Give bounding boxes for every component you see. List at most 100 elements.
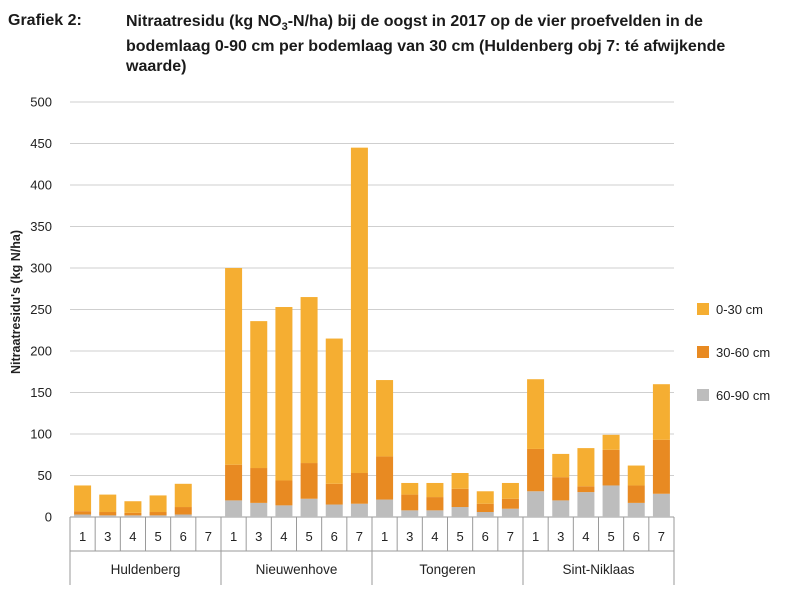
bar-segment: [275, 307, 293, 481]
group-label: Huldenberg: [111, 562, 181, 577]
bar-segment: [325, 504, 343, 517]
y-tick-label: 200: [30, 344, 52, 359]
bar-segment: [225, 268, 243, 465]
bar-segment: [602, 434, 620, 450]
x-tick-label: 4: [431, 529, 438, 544]
chart-title-part2: -N/ha) bij de oogst in 2017 op de vier p…: [126, 13, 726, 76]
bar-segment: [451, 473, 469, 489]
y-tick-label: 400: [30, 178, 52, 193]
y-axis-ticks: 0 50 100 150 200 250 300 350 400 450 500: [30, 95, 52, 525]
y-tick-label: 100: [30, 427, 52, 442]
bar-segment: [401, 510, 419, 517]
y-tick-label: 50: [38, 468, 52, 483]
bar-segment: [174, 514, 192, 517]
bar-segment: [300, 463, 318, 499]
bar-segment: [577, 486, 595, 493]
bar-segment: [350, 503, 368, 517]
group-label: Tongeren: [419, 562, 475, 577]
bar-segment: [577, 492, 595, 517]
bar-segment: [476, 503, 494, 513]
bar-segment: [225, 500, 243, 517]
bar-segment: [174, 507, 192, 515]
bar-segment: [124, 501, 142, 513]
x-tick-label: 6: [331, 529, 338, 544]
bar-segment: [501, 482, 519, 499]
x-tick-label: 1: [79, 529, 86, 544]
y-tick-label: 500: [30, 95, 52, 110]
bar-segment: [426, 497, 444, 511]
y-tick-label: 350: [30, 219, 52, 234]
x-tick-label: 1: [230, 529, 237, 544]
bar-segment: [149, 495, 167, 513]
legend-swatch: [697, 389, 709, 401]
legend-label: 30-60 cm: [716, 345, 770, 360]
x-tick-label: 6: [633, 529, 640, 544]
x-tick-label: 7: [658, 529, 665, 544]
x-tick-label: 5: [456, 529, 463, 544]
x-tick-label: 5: [305, 529, 312, 544]
bar-segment: [350, 147, 368, 474]
x-tick-label: 6: [482, 529, 489, 544]
legend-swatch: [697, 303, 709, 315]
bar-segment: [627, 485, 645, 503]
y-tick-label: 450: [30, 136, 52, 151]
legend-label: 60-90 cm: [716, 388, 770, 403]
bar-segment: [552, 453, 570, 478]
bar-segment: [652, 384, 670, 440]
bar-segment: [250, 502, 268, 517]
bar-segment: [376, 499, 394, 517]
x-tick-label: 4: [582, 529, 589, 544]
bar-segment: [376, 456, 394, 500]
bar-segment: [602, 485, 620, 517]
x-tick-label: 4: [280, 529, 287, 544]
x-tick-label: 5: [154, 529, 161, 544]
y-tick-label: 0: [45, 510, 52, 525]
bar-segment: [250, 321, 268, 469]
bar-segment: [401, 482, 419, 495]
x-tick-label: 7: [205, 529, 212, 544]
x-tick-label: 3: [255, 529, 262, 544]
bar-segment: [627, 465, 645, 486]
bar-segment: [99, 515, 117, 517]
bar-segment: [552, 500, 570, 517]
bar-segment: [275, 505, 293, 517]
bar-segment: [652, 439, 670, 494]
bar-segment: [99, 512, 117, 516]
bar-segment: [501, 498, 519, 509]
chart-header: Grafiek 2: Nitraatresidu (kg NO3-N/ha) b…: [0, 6, 800, 90]
bar-segment: [527, 448, 545, 492]
bar-segment: [426, 482, 444, 498]
bar-segment: [552, 477, 570, 501]
bar-segment: [74, 514, 92, 517]
x-tick-label: 7: [507, 529, 514, 544]
bar-segment: [300, 498, 318, 517]
bar-segment: [376, 380, 394, 457]
group-label: Sint-Niklaas: [562, 562, 634, 577]
figure-label: Grafiek 2:: [8, 12, 82, 29]
bar-segment: [149, 512, 167, 516]
x-tick-label: 1: [532, 529, 539, 544]
y-tick-label: 250: [30, 302, 52, 317]
legend-label: 0-30 cm: [716, 302, 763, 317]
stacked-bar-chart: 0 50 100 150 200 250 300 350 400 450 500 1 3 4 5 6 7 Hul…: [9, 95, 770, 585]
x-tick-label: 3: [104, 529, 111, 544]
bar-segment: [74, 485, 92, 512]
bar-segment: [426, 510, 444, 517]
bar-segment: [652, 493, 670, 517]
bar-segment: [451, 507, 469, 517]
bar-segment: [577, 448, 595, 487]
bar-segment: [250, 468, 268, 503]
bar-segment: [527, 379, 545, 449]
bar-segment: [149, 515, 167, 517]
bar-segment: [401, 494, 419, 511]
chart-title-subscript: 3: [281, 21, 288, 34]
bar-segment: [476, 512, 494, 517]
x-tick-label: 3: [406, 529, 413, 544]
x-tick-label: 6: [180, 529, 187, 544]
bar-segment: [124, 515, 142, 517]
bar-segment: [325, 338, 343, 484]
bar-segment: [325, 483, 343, 505]
x-tick-label: 5: [607, 529, 614, 544]
bar-segment: [74, 511, 92, 515]
y-tick-label: 300: [30, 261, 52, 276]
